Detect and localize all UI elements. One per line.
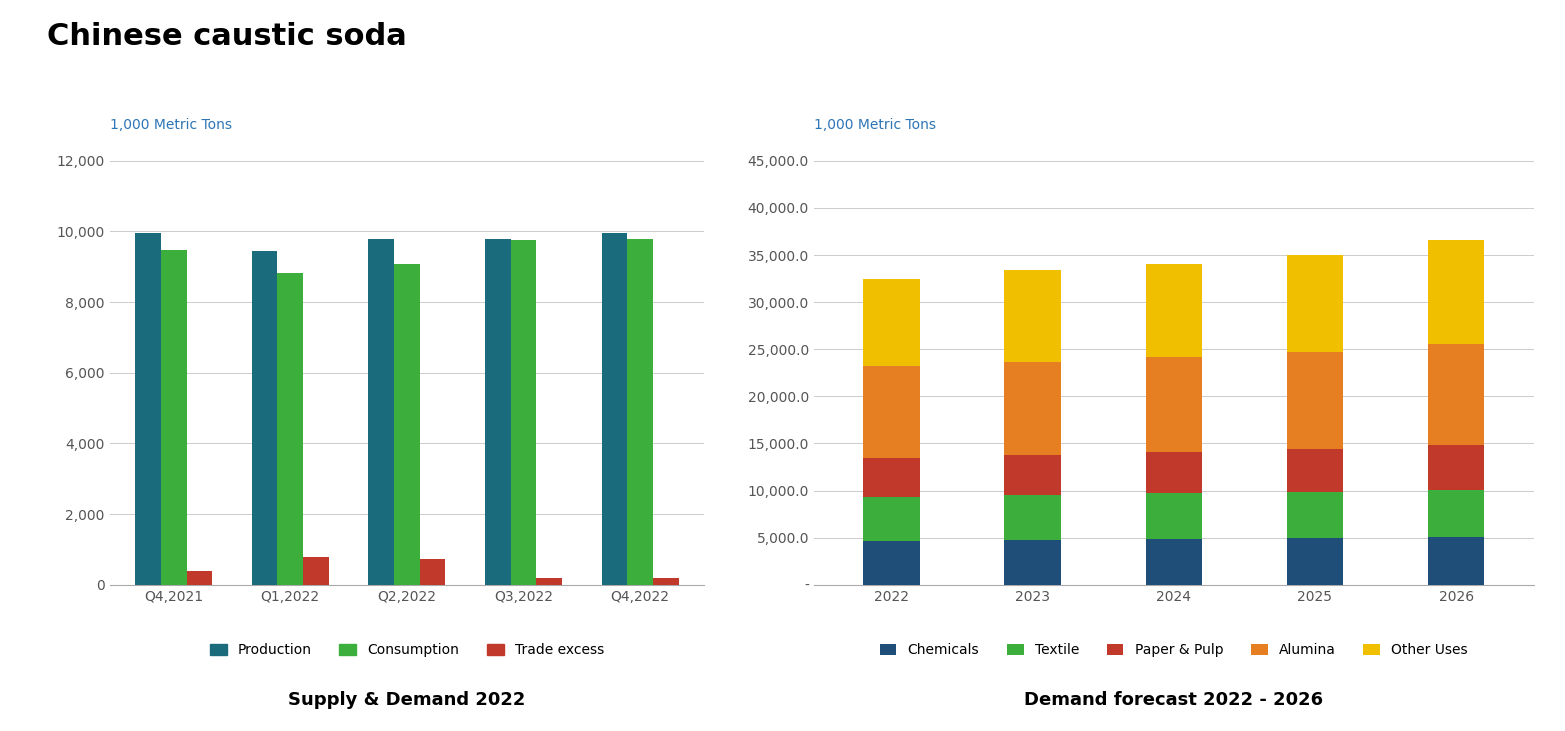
Bar: [1427, 240, 1484, 344]
Bar: [1427, 344, 1484, 445]
Bar: [304, 557, 329, 585]
Bar: [864, 540, 920, 585]
Bar: [1146, 452, 1202, 493]
Text: Supply & Demand 2022: Supply & Demand 2022: [288, 691, 526, 709]
Bar: [864, 279, 920, 366]
Bar: [1146, 493, 1202, 539]
Bar: [864, 497, 920, 540]
Bar: [277, 273, 304, 585]
Bar: [653, 578, 679, 585]
Bar: [485, 238, 510, 585]
Bar: [1427, 537, 1484, 585]
Text: Chinese caustic soda: Chinese caustic soda: [47, 22, 407, 51]
Bar: [1286, 449, 1343, 491]
Text: 1,000 Metric Tons: 1,000 Metric Tons: [110, 118, 232, 132]
Bar: [1427, 490, 1484, 537]
Bar: [1286, 255, 1343, 352]
Bar: [1005, 539, 1061, 585]
Bar: [628, 238, 653, 585]
Bar: [864, 458, 920, 497]
Bar: [1005, 455, 1061, 496]
Bar: [186, 571, 213, 585]
Bar: [1286, 538, 1343, 585]
Bar: [1286, 352, 1343, 449]
Bar: [537, 578, 562, 585]
Text: Demand forecast 2022 - 2026: Demand forecast 2022 - 2026: [1024, 691, 1324, 709]
Bar: [161, 250, 186, 585]
Bar: [1005, 496, 1061, 539]
Bar: [1146, 357, 1202, 452]
Bar: [1005, 270, 1061, 362]
Bar: [252, 251, 277, 585]
Bar: [1286, 491, 1343, 538]
Bar: [510, 240, 537, 585]
Bar: [1005, 362, 1061, 455]
Bar: [1427, 445, 1484, 490]
Bar: [1146, 265, 1202, 357]
Bar: [368, 238, 394, 585]
Legend: Production, Consumption, Trade excess: Production, Consumption, Trade excess: [205, 637, 609, 663]
Bar: [864, 366, 920, 458]
Bar: [1146, 539, 1202, 585]
Legend: Chemicals, Textile, Paper & Pulp, Alumina, Other Uses: Chemicals, Textile, Paper & Pulp, Alumin…: [875, 637, 1473, 663]
Bar: [394, 264, 419, 585]
Bar: [419, 559, 446, 585]
Text: 1,000 Metric Tons: 1,000 Metric Tons: [814, 118, 936, 132]
Bar: [601, 233, 628, 585]
Bar: [135, 233, 161, 585]
